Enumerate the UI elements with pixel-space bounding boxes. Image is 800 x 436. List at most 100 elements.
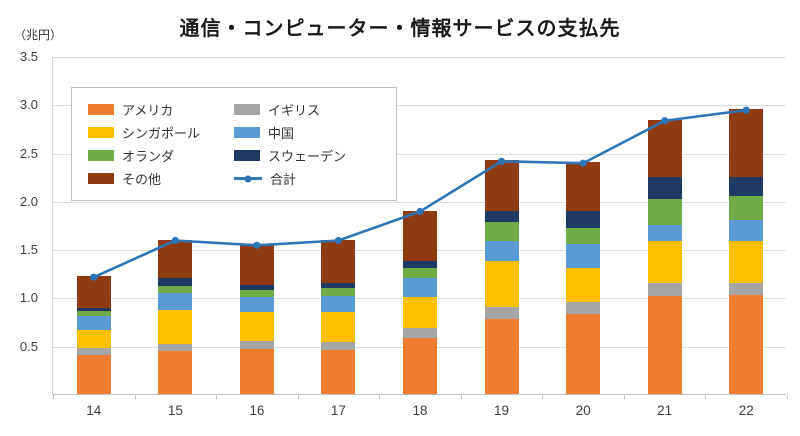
bar-segment-その他: [647, 119, 682, 177]
bar-segment-シンガポール: [647, 241, 682, 283]
bar-segment-シンガポール: [403, 297, 437, 329]
legend-item: イギリス: [234, 100, 380, 119]
x-axis-tick: [623, 395, 625, 399]
bar-segment-その他: [566, 162, 601, 211]
x-tick-label: 20: [575, 403, 591, 418]
legend-label: スウェーデン: [268, 149, 347, 164]
x-tick-label: 22: [738, 403, 754, 418]
stacked-bar: [239, 244, 274, 394]
y-tick-label: 0.5: [19, 338, 38, 354]
legend-label: シンガポール: [122, 126, 201, 141]
bar-segment-その他: [158, 239, 193, 279]
bar-segment-スウェーデン: [566, 210, 601, 228]
x-axis-tick: [297, 395, 299, 399]
bar-segment-オランダ: [484, 222, 519, 242]
bar-segment-シンガポール: [729, 241, 764, 283]
legend-label: 合計: [270, 172, 297, 187]
bar-segment-シンガポール: [76, 330, 111, 348]
y-tick-label: 2.0: [19, 193, 38, 209]
bar-segment-スウェーデン: [647, 176, 682, 199]
bar-segment-アメリカ: [321, 349, 356, 394]
x-axis-tick: [787, 395, 788, 399]
legend-color-swatch: [88, 173, 114, 184]
legend-color-swatch: [234, 150, 260, 161]
bar-segment-中国: [566, 244, 601, 269]
bar-segment-アメリカ: [484, 318, 519, 394]
bar-segment-イギリス: [76, 347, 111, 356]
legend-item: アメリカ: [88, 100, 234, 119]
y-axis-unit-label: （兆円）: [14, 28, 63, 42]
legend-grid: アメリカ イギリスシンガポール 中国オランダ スウェーデンその他 合計: [88, 98, 380, 190]
chart-title: 通信・コンピューター・情報サービスの支払先: [179, 18, 621, 40]
legend-item: 中国: [234, 123, 380, 142]
y-axis-labels: 0.5 1.0 1.5 2.0 2.5 3.0 3.5: [0, 49, 46, 395]
x-axis-tick: [460, 395, 462, 399]
x-axis-tick: [134, 395, 136, 399]
legend-line-swatch: [234, 175, 262, 182]
y-tick-label: 3.5: [19, 49, 38, 64]
legend-item: 合計: [234, 169, 380, 188]
stacked-bar: [76, 276, 111, 394]
x-tick-label: 17: [330, 403, 346, 418]
bar-segment-アメリカ: [403, 338, 437, 394]
y-tick-label: 2.5: [19, 145, 38, 161]
bar-segment-その他: [403, 210, 437, 261]
legend-color-swatch: [234, 104, 260, 115]
bar-segment-アメリカ: [566, 313, 601, 394]
x-axis-tick: [705, 395, 707, 399]
bar-segment-中国: [647, 225, 682, 242]
plot-area: アメリカ イギリス シンガポール 中国 オランダ スウェーデン その他 合計 14 15 16 17…: [52, 57, 788, 418]
bar-segment-その他: [321, 239, 356, 283]
x-tick-label: 15: [167, 403, 183, 418]
x-axis-tick: [542, 395, 544, 399]
bar-segment-イギリス: [647, 282, 682, 296]
bar-segment-スウェーデン: [239, 284, 274, 290]
stacked-bar: [403, 210, 437, 394]
bar-segment-スウェーデン: [321, 282, 356, 288]
x-tick-label: 18: [412, 403, 428, 418]
bar-segment-シンガポール: [239, 311, 274, 341]
bar-segment-シンガポール: [566, 268, 601, 303]
legend-label: オランダ: [122, 149, 175, 164]
bar-segment-その他: [76, 276, 111, 309]
gridline: [53, 57, 786, 58]
bar-segment-中国: [484, 241, 519, 261]
y-tick-label: 3.0: [19, 97, 38, 113]
bar-segment-シンガポール: [321, 311, 356, 342]
bar-segment-その他: [484, 160, 519, 211]
bar-segment-イギリス: [566, 302, 601, 314]
stacked-bar: [321, 239, 356, 394]
legend-item: オランダ: [88, 146, 234, 165]
bar-segment-スウェーデン: [729, 176, 764, 197]
bar-segment-アメリカ: [158, 350, 193, 394]
bar-segment-スウェーデン: [484, 210, 519, 223]
legend-label: イギリス: [268, 103, 321, 118]
bar-segment-オランダ: [566, 227, 601, 245]
bar-segment-アメリカ: [647, 295, 682, 394]
bar-segment-アメリカ: [76, 355, 111, 394]
legend-color-swatch: [88, 127, 114, 138]
x-axis-tick: [379, 395, 381, 399]
bar-segment-オランダ: [321, 287, 356, 296]
bar-segment-オランダ: [647, 198, 682, 226]
bar-segment-イギリス: [729, 282, 764, 295]
bar-segment-イギリス: [403, 328, 437, 338]
bar-segment-中国: [729, 220, 764, 242]
legend-label: その他: [122, 172, 162, 187]
stacked-bar: [729, 109, 764, 394]
bar-segment-イギリス: [484, 307, 519, 319]
stacked-bar: [158, 239, 193, 394]
bar-segment-シンガポール: [158, 310, 193, 344]
bar-segment-オランダ: [729, 196, 764, 221]
bar-segment-イギリス: [239, 340, 274, 349]
legend-color-swatch: [88, 104, 114, 115]
legend-label: アメリカ: [122, 103, 174, 118]
x-axis-tick: [216, 395, 218, 399]
x-tick-label: 16: [249, 403, 265, 418]
bar-segment-オランダ: [239, 289, 274, 298]
x-axis-tick: [53, 395, 54, 399]
x-tick-label: 21: [657, 403, 673, 418]
gridline: [53, 105, 786, 107]
bar-segment-スウェーデン: [158, 278, 193, 286]
